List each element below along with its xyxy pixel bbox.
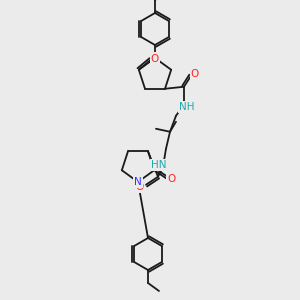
Text: O: O xyxy=(191,69,199,79)
Text: O: O xyxy=(151,54,159,64)
Text: N: N xyxy=(134,177,142,187)
Text: O: O xyxy=(136,182,144,192)
Text: NH: NH xyxy=(179,102,195,112)
Text: HN: HN xyxy=(151,160,167,170)
Text: N: N xyxy=(151,53,159,63)
Text: O: O xyxy=(167,174,175,184)
